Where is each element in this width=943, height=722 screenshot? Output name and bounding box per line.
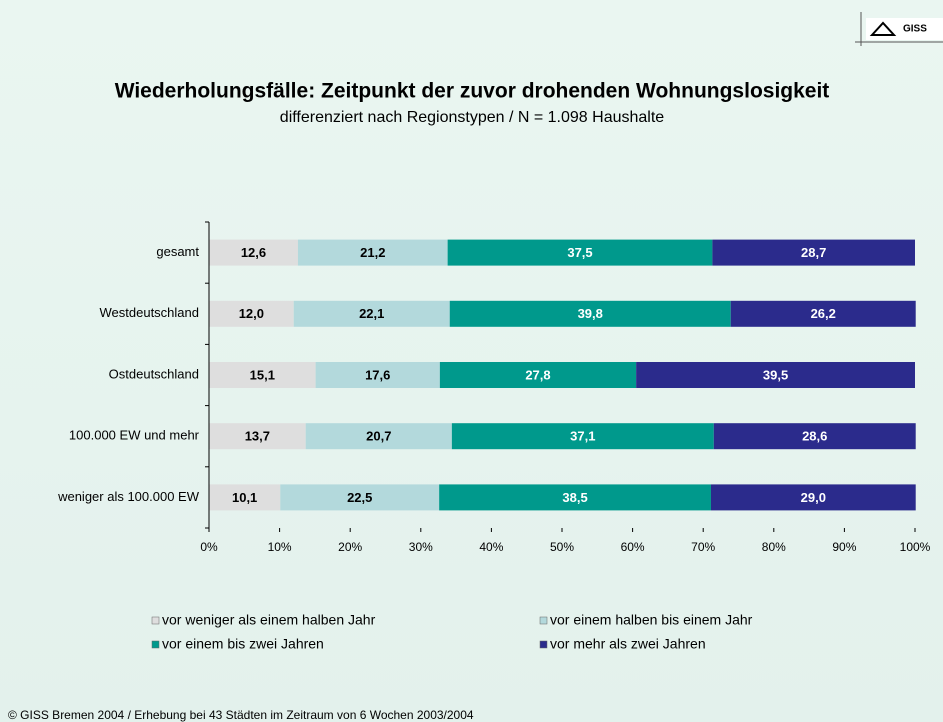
bar-segment [209,239,298,266]
legend-label: vor einem bis zwei Jahren [162,636,324,652]
x-tick-label: 60% [621,540,645,554]
legend-swatch [151,616,160,625]
legend-swatch [151,640,160,649]
value-label: 21,2 [360,245,385,260]
y-tick-label: gesamt [156,244,199,259]
bar-segment [713,423,916,450]
bar-segment [280,484,440,511]
value-label: 15,1 [250,367,275,382]
value-label: 37,1 [570,429,595,444]
bar-segment [293,300,450,327]
y-tick-label: weniger als 100.000 EW [57,489,200,504]
bar-segment [209,484,281,511]
bar-segment [209,362,316,388]
value-label: 10,1 [232,490,257,505]
value-label: 12,0 [239,306,264,321]
bar-segment [439,484,711,511]
value-label: 26,2 [811,306,836,321]
value-label: 13,7 [245,429,270,444]
chart-title: Wiederholungsfälle: Zeitpunkt der zuvor … [115,80,830,103]
x-tick-label: 10% [268,540,292,554]
bar-segment [439,362,637,388]
legend-swatch [539,640,548,649]
x-tick-label: 30% [409,540,433,554]
y-tick-label: Ostdeutschland [109,366,199,381]
bar-segment [712,239,915,266]
legend-label: vor mehr als zwei Jahren [550,636,706,652]
bar-segment [449,300,731,327]
bar-segment [297,239,448,266]
bar-segment [209,423,306,450]
logo-text: GISS [903,24,927,35]
logo: GISS [855,12,943,46]
x-tick-label: 70% [691,540,715,554]
bar-segment [305,423,452,450]
legend-swatch [539,616,548,625]
y-tick-label: Westdeutschland [100,305,200,320]
value-label: 22,1 [359,306,384,321]
x-tick-label: 100% [900,540,931,554]
x-tick-label: 50% [550,540,574,554]
bar-segment [315,362,440,388]
x-tick-label: 20% [338,540,362,554]
chart-subtitle: differenziert nach Regionstypen / N = 1.… [280,109,664,126]
value-label: 29,0 [801,490,826,505]
value-label: 17,6 [365,367,390,382]
value-label: 27,8 [525,367,550,382]
bar-segment [451,423,714,450]
value-label: 39,5 [763,367,788,382]
bar-segment [447,239,713,266]
value-label: 28,6 [802,429,827,444]
x-tick-label: 0% [200,540,218,554]
y-tick-label: 100.000 EW und mehr [69,428,200,443]
footer: © GISS Bremen 2004 / Erhebung bei 43 Stä… [8,708,474,722]
x-tick-label: 40% [479,540,503,554]
legend-label: vor weniger als einem halben Jahr [162,612,376,628]
value-label: 37,5 [567,245,592,260]
value-label: 20,7 [366,429,391,444]
bar-segment [636,362,915,388]
bar-segment [710,484,916,511]
legend-label: vor einem halben bis einem Jahr [550,612,753,628]
x-tick-label: 90% [832,540,856,554]
value-label: 38,5 [562,490,587,505]
bar-segment [730,300,916,327]
value-label: 12,6 [241,245,266,260]
value-label: 28,7 [801,245,826,260]
bar-segment [209,300,294,327]
x-tick-label: 80% [762,540,786,554]
value-label: 22,5 [347,490,372,505]
value-label: 39,8 [578,306,603,321]
